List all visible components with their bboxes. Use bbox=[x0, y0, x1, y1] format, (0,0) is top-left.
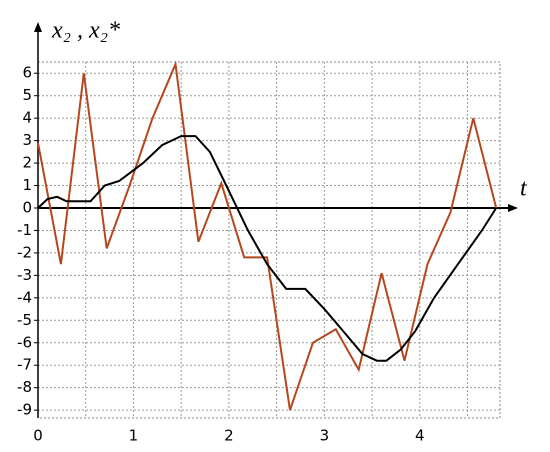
x-tick-label: 0 bbox=[33, 427, 43, 445]
y-tick-label: 6 bbox=[22, 64, 32, 82]
series-line bbox=[37, 60, 498, 411]
y-tick-label: -5 bbox=[17, 311, 32, 329]
y-tick-label: -9 bbox=[17, 401, 32, 419]
y-axis-label: x₂ , x₂* bbox=[51, 18, 120, 44]
x-tick-label: 4 bbox=[415, 427, 425, 445]
y-tick-label: 1 bbox=[22, 176, 32, 194]
x-axis-label: t bbox=[520, 176, 528, 202]
y-tick-label: 4 bbox=[22, 109, 32, 127]
y-axis-arrow bbox=[34, 22, 42, 32]
y-tick-label: -6 bbox=[17, 333, 32, 351]
y-tick-label: -3 bbox=[17, 266, 32, 284]
y-tick-label: -4 bbox=[17, 288, 32, 306]
y-tick-label: -1 bbox=[17, 221, 32, 239]
y-tick-label: 5 bbox=[22, 86, 32, 104]
series-line bbox=[37, 135, 498, 362]
y-tick-label: -2 bbox=[17, 243, 32, 261]
y-tick-label: -8 bbox=[17, 378, 32, 396]
plot-frame bbox=[37, 61, 501, 419]
y-tick-label: -7 bbox=[17, 356, 32, 374]
y-tick-label: 2 bbox=[22, 154, 32, 172]
x-tick-label: 2 bbox=[224, 427, 234, 445]
x-axis-arrow bbox=[508, 203, 518, 212]
y-tick-label: 3 bbox=[22, 131, 32, 149]
x-tick-label: 1 bbox=[129, 427, 139, 445]
y-tick-label: 0 bbox=[22, 198, 32, 216]
x-tick-label: 3 bbox=[320, 427, 330, 445]
